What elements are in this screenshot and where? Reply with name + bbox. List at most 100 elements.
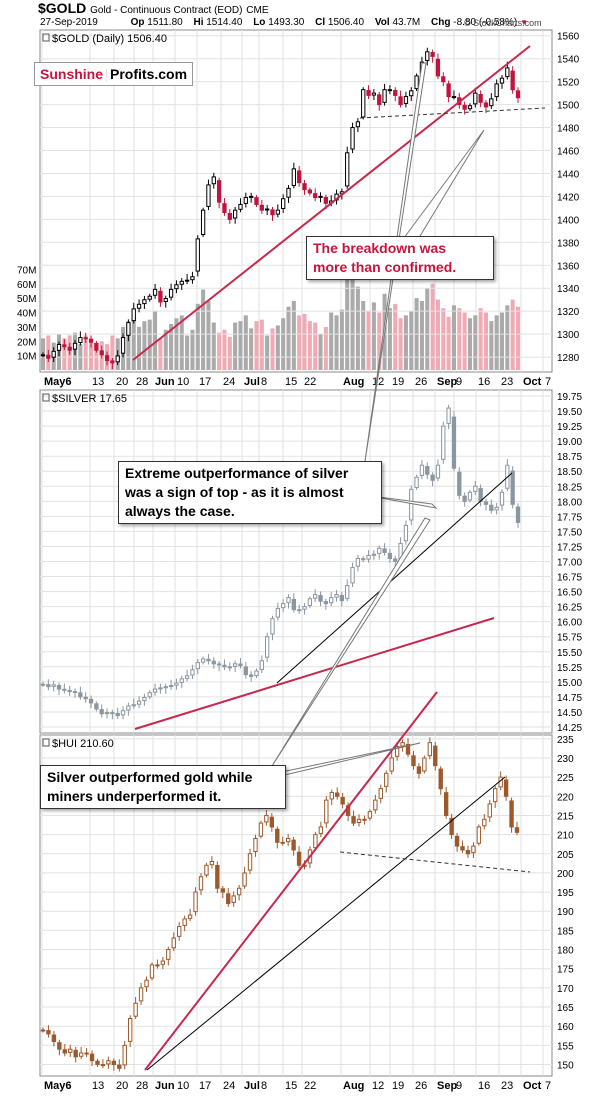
y-tick-label: 180	[557, 946, 574, 957]
candle-body	[120, 710, 126, 716]
candle-body	[106, 1060, 111, 1065]
volume-bar	[254, 321, 259, 370]
candle-body	[382, 89, 387, 103]
volume-bar	[163, 329, 168, 370]
candle-body	[46, 1030, 51, 1035]
candle-body	[285, 837, 291, 843]
y-tick-label: 1460	[557, 147, 580, 158]
candle-body	[78, 692, 83, 698]
volume-bar	[430, 283, 435, 370]
candle-body	[416, 766, 422, 774]
candle-body	[195, 662, 200, 670]
x-tick-label: 13	[92, 1080, 104, 1092]
candle-body	[226, 893, 231, 905]
candle-body	[403, 96, 409, 104]
candle-body	[465, 850, 471, 855]
volume-bar	[217, 332, 222, 370]
x-tick-label: Jul	[244, 1080, 260, 1092]
candle-body	[425, 466, 430, 475]
volume-bar	[89, 339, 94, 370]
volume-tick-label: 10M	[17, 352, 36, 363]
candle-body	[510, 470, 515, 505]
y-tick-label: 15.00	[557, 678, 582, 689]
y-tick-label: 1320	[557, 307, 580, 318]
candle-body	[476, 826, 482, 844]
candle-body	[494, 83, 499, 98]
x-tick-label: 12	[372, 376, 384, 388]
candle-body	[56, 684, 62, 690]
candle-body	[51, 350, 56, 358]
candle-body	[171, 937, 176, 949]
y-tick-label: 14.50	[557, 708, 582, 719]
candle-body	[248, 674, 254, 677]
volume-bar	[515, 306, 521, 370]
candle-body	[152, 688, 158, 693]
candle-body	[110, 360, 115, 364]
volume-bar	[62, 338, 67, 370]
candle-body	[335, 792, 340, 797]
candle-body	[216, 663, 222, 666]
candle-body	[220, 888, 225, 893]
annotation-miners: Silver outperformed gold while miners un…	[40, 765, 286, 809]
candle-body	[227, 213, 232, 220]
volume-bar	[131, 315, 136, 370]
candle-body	[264, 814, 269, 823]
candle-body	[291, 839, 296, 851]
x-tick-label: May6	[44, 376, 72, 388]
candle-body	[115, 355, 120, 363]
candle-body	[179, 280, 184, 285]
y-tick-label: 175	[557, 965, 574, 976]
candle-body	[242, 872, 247, 887]
candle-body	[514, 827, 520, 833]
candle-body	[382, 548, 387, 553]
candle-body	[206, 184, 211, 207]
volume-bar	[393, 303, 398, 370]
candle-body	[441, 76, 446, 83]
candle-body	[275, 607, 280, 618]
volume-bar	[366, 311, 371, 370]
x-tick-label: 9	[456, 1080, 462, 1092]
candle-body	[142, 696, 147, 702]
candle-body	[144, 979, 149, 988]
volume-bar	[473, 315, 478, 370]
candle-body	[40, 354, 46, 357]
x-tick-label: 26	[415, 1080, 427, 1092]
volume-tick-label: 30M	[17, 323, 36, 334]
candle-body	[78, 1052, 84, 1057]
y-tick-label: 1280	[557, 353, 580, 364]
volume-bar	[158, 338, 163, 370]
candle-body	[209, 860, 215, 866]
candle-body	[324, 799, 329, 824]
y-tick-label: 19.00	[557, 437, 582, 448]
y-tick-label: 1340	[557, 284, 580, 295]
candle-body	[254, 670, 259, 677]
candle-body	[377, 547, 382, 554]
volume-bar	[142, 321, 147, 370]
candle-body	[88, 698, 94, 704]
candle-body	[503, 779, 509, 797]
candle-body	[487, 803, 492, 818]
y-tick-label: 1360	[557, 261, 580, 272]
candle-body	[286, 187, 291, 198]
y-tick-label: 215	[557, 811, 574, 822]
volume-bar	[211, 322, 216, 370]
x-tick-label: 26	[415, 376, 427, 388]
candle-body	[329, 597, 334, 604]
silver-black-trendline	[276, 472, 513, 684]
x-tick-label: 10	[177, 376, 189, 388]
candle-body	[350, 567, 355, 584]
candle-body	[356, 818, 362, 824]
candle-body	[473, 485, 478, 492]
annotation-breakdown: The breakdown was more than confirmed.	[306, 236, 494, 280]
candle-body	[296, 851, 302, 866]
candle-body	[142, 299, 147, 305]
x-tick-label: 7	[545, 376, 551, 388]
candle-body	[323, 196, 329, 204]
volume-bar	[329, 312, 334, 370]
panel-legend: $GOLD (Daily) 1506.40	[52, 33, 167, 45]
y-tick-label: 225	[557, 773, 574, 784]
candle-body	[478, 93, 483, 103]
candle-body	[313, 193, 318, 199]
candle-body	[339, 594, 345, 602]
candle-body	[411, 755, 416, 767]
